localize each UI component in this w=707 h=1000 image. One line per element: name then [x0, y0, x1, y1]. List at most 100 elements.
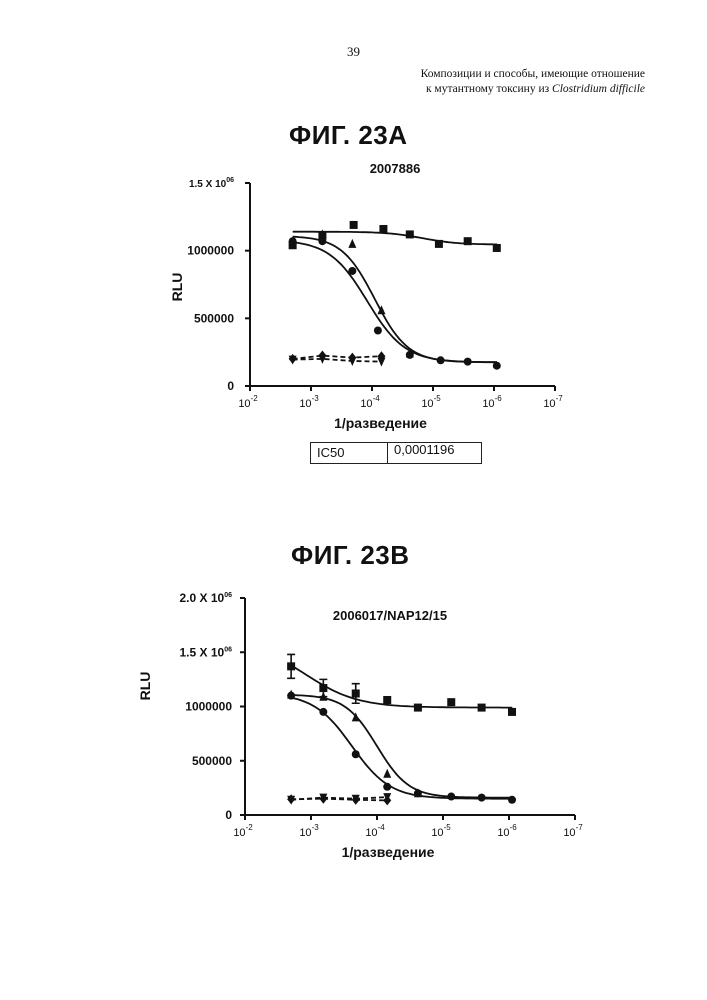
chart-a-point-circle — [463, 357, 472, 366]
chart-b-x-tick-label: 10-5 — [431, 823, 451, 839]
ic50-label: IC50 — [311, 443, 388, 463]
chart-a-point-circle — [373, 326, 382, 335]
chart-b-point-circle — [351, 750, 360, 759]
chart-b-point-square — [508, 707, 517, 716]
chart-b-series-triangle-down — [287, 793, 392, 805]
chart-b-y-tick-label: 2.0 X 1006 — [180, 591, 233, 605]
chart-a-x-tick-exponent: -2 — [251, 394, 259, 403]
chart-b-x-tick-exponent: -4 — [378, 823, 386, 832]
chart-a-fit-curve — [292, 230, 497, 246]
chart-a-x-tick-label: 10-3 — [299, 394, 319, 410]
chart-a-title: 2007886 — [370, 161, 421, 176]
chart-a-point-triangle — [348, 238, 357, 248]
chart-a-x-tick-label: 10-6 — [482, 394, 502, 410]
chart-b-point-triangle-down — [319, 793, 328, 803]
chart-a-point-square — [379, 225, 388, 234]
chart-a-point-square — [492, 243, 501, 252]
chart-b-point-square — [413, 703, 422, 712]
chart-b-x-tick-exponent: -5 — [444, 823, 452, 832]
chart-a-dashed-line — [292, 357, 382, 363]
chart-b-y-label: RLU — [137, 672, 153, 701]
chart-a-point-triangle-down — [318, 354, 327, 364]
chart-a-y-tick-label: 1000000 — [187, 244, 234, 258]
chart-b-point-square — [351, 689, 360, 698]
chart-a-x-tick-exponent: -7 — [556, 394, 564, 403]
chart-b-point-triangle — [319, 691, 328, 701]
chart-b-y-tick-exponent: 06 — [224, 646, 232, 653]
chart-b-point-circle — [413, 789, 422, 798]
chart-b-point-square — [319, 684, 328, 693]
running-header-line1: Композиции и способы, имеющие отношение — [420, 68, 645, 80]
chart-a-point-triangle-down — [377, 357, 386, 367]
chart-b-point-circle — [383, 782, 392, 791]
chart-b-x-tick-label: 10-3 — [299, 823, 319, 839]
running-header-line2-text: к мутантному токсину из — [425, 83, 553, 95]
chart-b-title: 2006017/NAP12/15 — [333, 608, 447, 623]
chart-b-point-square — [383, 695, 392, 704]
chart-b-fit-curve — [291, 694, 513, 799]
chart-a-point-triangle — [377, 305, 386, 315]
chart-a-point-circle — [436, 356, 445, 365]
chart-a-x-tick-label: 10-5 — [421, 394, 441, 410]
chart-b-y-tick-label: 1.5 X 1006 — [180, 645, 233, 659]
chart-b-point-circle — [319, 707, 328, 716]
chart-b-x-tick-exponent: -7 — [576, 823, 584, 832]
chart-a-point-square — [349, 220, 358, 229]
chart-b-x-tick-exponent: -6 — [510, 823, 518, 832]
chart-a-y-tick-label: 500000 — [194, 311, 234, 325]
chart-b-y-tick-label: 1000000 — [185, 700, 232, 714]
chart-a-point-circle — [318, 237, 327, 246]
chart-a-y-tick-exponent: 06 — [226, 177, 234, 184]
figure-23a-title: ФИГ. 23A — [289, 120, 408, 150]
chart-b-point-triangle-down — [351, 794, 360, 804]
chart-a-fit-curve — [292, 241, 497, 364]
running-header-organism: Clostridium difficile — [552, 83, 645, 95]
chart-b-fit-curve — [290, 664, 513, 709]
chart-a-point-square — [463, 237, 472, 246]
chart-b-dashed-line — [291, 796, 388, 801]
chart-a-series-circle — [288, 237, 501, 370]
chart-b-x-tick-exponent: -2 — [246, 823, 254, 832]
chart-b-fit-curve — [290, 696, 513, 800]
chart-a-point-circle — [405, 350, 414, 359]
chart-b-series-square — [287, 653, 517, 716]
chart-a-y-label: RLU — [169, 273, 185, 302]
chart-b-point-triangle — [351, 712, 360, 722]
chart-a-point-triangle-down — [348, 356, 357, 366]
chart-a-point-circle — [288, 237, 297, 246]
chart-a-x-tick-exponent: -4 — [373, 394, 381, 403]
chart-b-x-tick-label: 10-4 — [365, 823, 385, 839]
chart-a-point-square — [405, 230, 414, 239]
chart-a-x-tick-label: 10-7 — [543, 394, 563, 410]
chart-b-point-square — [287, 662, 296, 671]
chart-b-x-label: 1/разведение — [342, 844, 435, 860]
chart-a-point-circle — [348, 266, 357, 275]
chart-a-point-triangle — [318, 229, 327, 239]
ic50-value: 0,0001196 — [394, 442, 455, 457]
chart-b-x-tick-exponent: -3 — [312, 823, 320, 832]
chart-a-point-triangle-down — [288, 355, 297, 365]
running-header-line2: к мутантному токсину из Clostridium diff… — [426, 83, 645, 95]
page-number: 39 — [347, 44, 360, 59]
chart-a-x-tick-exponent: -6 — [495, 394, 503, 403]
chart-b-series-circle — [287, 691, 517, 804]
chart-a-y-tick-label: 0 — [227, 379, 234, 393]
chart-a-x-tick-exponent: -3 — [312, 394, 320, 403]
chart-b-y-tick-label: 500000 — [192, 754, 232, 768]
chart-b-point-square — [447, 698, 456, 707]
chart-b-point-triangle — [383, 768, 392, 778]
chart-a-x-tick-exponent: -5 — [434, 394, 442, 403]
chart-a-point-square — [434, 239, 443, 248]
chart-b-point-circle — [287, 691, 296, 700]
chart-b-x-tick-label: 10-7 — [563, 823, 583, 839]
chart-a-y-tick-label: 1.5 X 1006 — [189, 177, 234, 190]
figure-23b-title: ФИГ. 23B — [291, 540, 410, 570]
chart-b-y-tick-exponent: 06 — [224, 592, 232, 599]
chart-a-fit-curve — [292, 235, 497, 364]
chart-b-x-tick-label: 10-6 — [497, 823, 517, 839]
chart-a-point-square — [288, 241, 297, 250]
chart-b-point-triangle-down — [287, 795, 296, 805]
chart-a-x-tick-label: 10-4 — [360, 394, 380, 410]
chart-b-point-circle — [508, 795, 517, 804]
